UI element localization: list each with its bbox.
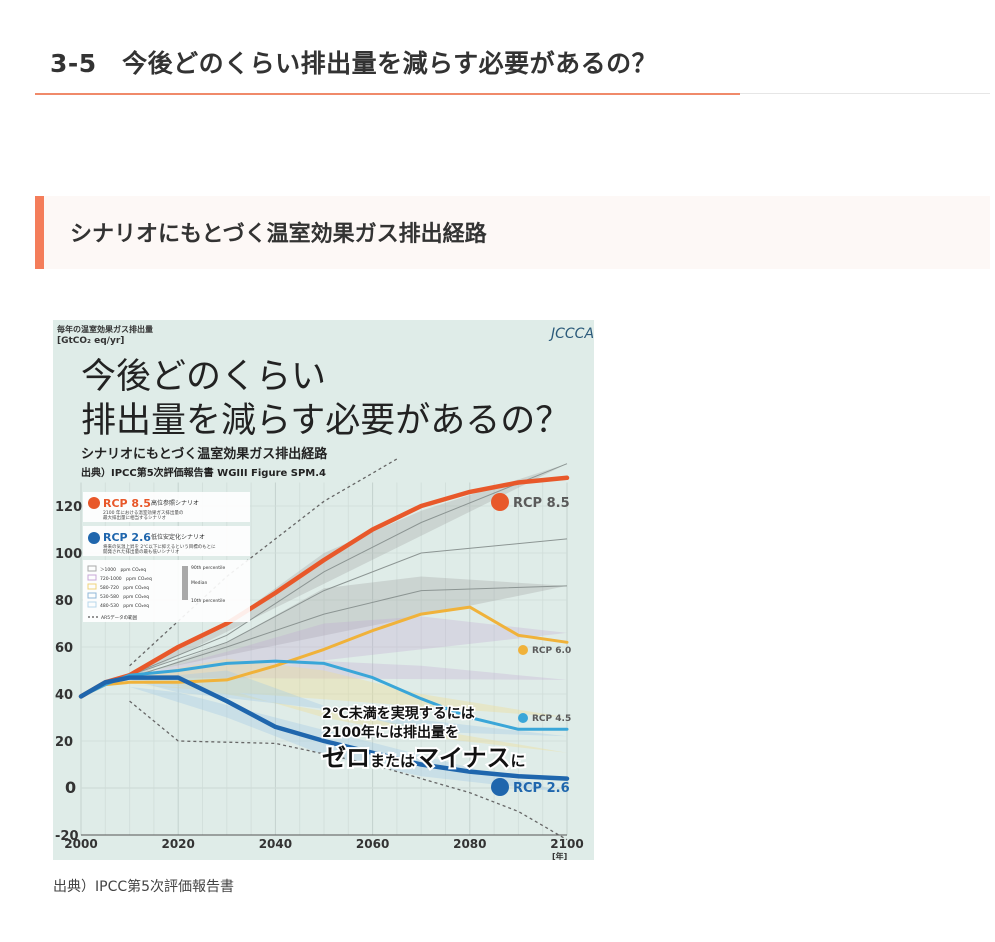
series-lines xyxy=(78,475,570,781)
y-tick-label: 60 xyxy=(55,641,73,656)
legend-rcp85-desc2: 最大排出量に相当するシナリオ xyxy=(103,514,166,521)
scenario-line xyxy=(129,585,568,679)
band-720-1000 xyxy=(129,616,567,683)
legend-band-swatch xyxy=(87,583,97,590)
legend-rcp26-desc2: 開発された排出量の最も低いシナリオ xyxy=(103,548,180,555)
legend-median: Median xyxy=(191,580,208,586)
legend-rcp85-title: 高位参照シナリオ xyxy=(151,499,199,507)
legend-band-swatch xyxy=(87,565,97,572)
x-tick-label: 2000 xyxy=(64,837,97,851)
ar5-upper-dashed xyxy=(129,458,398,667)
y-tick-label: 40 xyxy=(55,688,73,703)
annotation-line1: 2℃未満を実現するには xyxy=(322,705,475,722)
legend-p90: 90th percentile xyxy=(191,565,226,571)
legend-band-label: 720-1000 ppm CO₂eq xyxy=(100,576,152,582)
annotation-or: または xyxy=(370,752,415,770)
subheading: シナリオにもとづく温室効果ガス排出経路 xyxy=(70,222,487,247)
legend-band-swatch xyxy=(87,601,97,608)
y-unit-label: 毎年の温室効果ガス排出量 xyxy=(57,324,153,334)
legend-rcp26-title: 低位安定化シナリオ xyxy=(151,533,205,541)
legend-rcp26-box xyxy=(83,526,250,556)
label-rcp45: RCP 4.5 xyxy=(532,714,571,724)
legend-band-swatch xyxy=(87,592,97,599)
y-unit-value: [GtCO₂ eq/yr] xyxy=(57,336,124,346)
series-line-3 xyxy=(78,675,570,781)
y-tick-label: 100 xyxy=(55,547,82,562)
scenario-line xyxy=(129,463,568,676)
angry-face-icon xyxy=(88,497,100,509)
subheading-accent-bar xyxy=(35,196,44,269)
sad-face-icon xyxy=(518,645,528,655)
legend-p10: 10th percentile xyxy=(191,598,226,604)
label-rcp26: RCP 2.6 xyxy=(513,781,570,796)
y-tick-label: 20 xyxy=(55,735,73,750)
subheading-box xyxy=(35,196,990,269)
figure-source: 出典）IPCC第5次評価報告書 WGIII Figure SPM.4 xyxy=(81,466,326,479)
figure-subtitle: シナリオにもとづく温室効果ガス排出経路 xyxy=(81,446,328,462)
legend-band-label: 480-530 ppm CO₂eq xyxy=(100,603,149,609)
label-rcp60: RCP 6.0 xyxy=(532,646,571,656)
y-tick-label: 120 xyxy=(55,500,82,515)
legend-band-label: 530-580 ppm CO₂eq xyxy=(100,594,149,600)
jccca-logo: JCCCA xyxy=(548,326,594,342)
angry-face-icon xyxy=(491,493,509,511)
band-580-720 xyxy=(129,658,567,753)
y-tick-label: -20 xyxy=(55,829,79,844)
legend-band-label: ＞1000 ppm CO₂eq xyxy=(100,567,146,573)
heading-divider-accent xyxy=(35,93,740,95)
smile-face-icon xyxy=(491,778,509,796)
figure-title-line1: 今後どのくらい xyxy=(81,357,326,397)
legend-rcp85-name: RCP 8.5 xyxy=(103,497,151,510)
legend-rcp26-name: RCP 2.6 xyxy=(103,531,151,544)
annotation-minus: マイナス xyxy=(415,744,511,772)
scenario-line xyxy=(129,538,568,676)
legend-rcp26-desc1: 将来の気温上昇を 2℃以下に抑えるという目標のもとに xyxy=(103,543,216,550)
neutral-face-icon xyxy=(518,713,528,723)
page-heading: 3-5 今後どのくらい排出量を減らす必要があるの？ xyxy=(50,49,658,78)
annotation-zero: ゼロ xyxy=(322,744,370,772)
series-line-1 xyxy=(79,605,569,698)
x-tick-label: 2020 xyxy=(161,837,194,851)
smile-face-icon xyxy=(88,532,100,544)
x-tick-label: 2080 xyxy=(453,837,486,851)
y-tick-label: 0 xyxy=(65,778,76,797)
x-tick-label: 2100 xyxy=(550,837,583,851)
x-tick-label: 2040 xyxy=(259,837,292,851)
grid xyxy=(80,482,568,836)
label-rcp85: RCP 8.5 xyxy=(513,496,570,511)
legend-rcp85-box xyxy=(83,492,250,522)
legend-band-swatch xyxy=(87,574,97,581)
legend-band-list: ＞1000 ppm CO₂eq 720-1000 ppm CO₂eq 580-720… xyxy=(87,565,152,609)
legend-ar5: AR5データの範囲 xyxy=(101,614,138,621)
annotation-line2: 2100年には排出量を xyxy=(322,724,459,741)
figure-title-line2: 排出量を減らす必要があるの？ xyxy=(81,401,570,441)
legend-bands-box xyxy=(83,560,250,622)
annotation-line3: ゼロまたはマイナスに xyxy=(322,744,526,772)
legend-band-label: 580-720 ppm CO₂eq xyxy=(100,585,149,591)
annotation-ni: に xyxy=(511,752,526,770)
emission-pathway-figure: -20 0 20 40 60 80 100 120 2000 2020 2040 2060 2080 21… xyxy=(53,320,594,860)
ar5-lower-dashed xyxy=(129,700,568,841)
x-tick-label: 2060 xyxy=(356,837,389,851)
figure-caption: 出典）IPCC第5次評価報告書 xyxy=(53,879,235,895)
percentile-bar xyxy=(182,566,188,600)
x-unit-label: [年] xyxy=(552,851,567,860)
legend-rcp85-desc1: 2100 年における温室効果ガス排出量の xyxy=(103,509,184,516)
y-tick-label: 80 xyxy=(55,594,73,609)
